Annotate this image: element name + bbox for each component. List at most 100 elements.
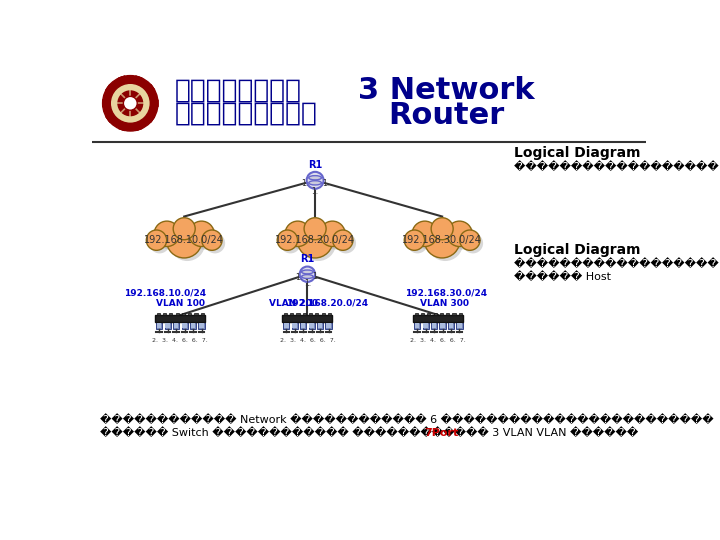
Text: Logical Diagram: Logical Diagram xyxy=(514,242,640,256)
FancyBboxPatch shape xyxy=(439,322,446,329)
Polygon shape xyxy=(119,122,127,131)
Text: 1.: 1. xyxy=(301,179,308,188)
Text: ������������������ L3: ������������������ L3 xyxy=(514,161,720,172)
Text: 1.: 1. xyxy=(322,179,329,188)
FancyBboxPatch shape xyxy=(182,313,185,315)
Text: 1.: 1. xyxy=(312,187,319,195)
FancyBboxPatch shape xyxy=(292,322,298,329)
FancyBboxPatch shape xyxy=(326,323,331,328)
FancyBboxPatch shape xyxy=(166,323,170,328)
Text: ������������������ L2: ������������������ L2 xyxy=(514,258,720,269)
Polygon shape xyxy=(106,84,116,93)
Circle shape xyxy=(450,224,475,249)
Circle shape xyxy=(146,230,166,251)
FancyBboxPatch shape xyxy=(318,323,323,328)
FancyBboxPatch shape xyxy=(322,313,325,315)
Polygon shape xyxy=(103,100,110,106)
FancyBboxPatch shape xyxy=(190,322,196,329)
FancyBboxPatch shape xyxy=(309,322,315,329)
Circle shape xyxy=(424,222,460,258)
FancyBboxPatch shape xyxy=(328,313,331,315)
FancyBboxPatch shape xyxy=(414,322,420,329)
FancyBboxPatch shape xyxy=(174,323,179,328)
Text: 3 Network: 3 Network xyxy=(358,76,534,105)
Circle shape xyxy=(169,226,205,261)
Circle shape xyxy=(189,221,215,247)
FancyBboxPatch shape xyxy=(156,322,162,329)
FancyBboxPatch shape xyxy=(199,322,204,329)
FancyBboxPatch shape xyxy=(317,322,323,329)
Circle shape xyxy=(102,76,158,131)
Text: 192.168.20.0/24: 192.168.20.0/24 xyxy=(286,299,368,308)
FancyBboxPatch shape xyxy=(165,322,171,329)
Circle shape xyxy=(304,218,326,240)
Circle shape xyxy=(307,172,323,189)
FancyBboxPatch shape xyxy=(446,313,449,315)
Circle shape xyxy=(300,267,315,282)
Polygon shape xyxy=(145,84,155,93)
FancyBboxPatch shape xyxy=(156,315,205,322)
Circle shape xyxy=(285,221,310,247)
FancyBboxPatch shape xyxy=(431,322,437,329)
FancyBboxPatch shape xyxy=(181,322,188,329)
Text: Logical Diagram: Logical Diagram xyxy=(514,146,640,160)
Circle shape xyxy=(431,218,453,240)
FancyBboxPatch shape xyxy=(421,313,424,315)
Circle shape xyxy=(415,224,441,249)
Circle shape xyxy=(320,221,345,247)
FancyBboxPatch shape xyxy=(413,315,464,322)
Circle shape xyxy=(110,83,150,123)
Text: 2.  3.  4.  6.  6.  7.: 2. 3. 4. 6. 6. 7. xyxy=(279,338,336,343)
Polygon shape xyxy=(119,76,127,85)
FancyBboxPatch shape xyxy=(423,322,428,329)
Polygon shape xyxy=(119,122,127,131)
Polygon shape xyxy=(150,100,158,106)
FancyBboxPatch shape xyxy=(325,322,332,329)
Ellipse shape xyxy=(309,176,321,180)
Text: ������ Host: ������ Host xyxy=(514,271,611,282)
FancyBboxPatch shape xyxy=(440,313,443,315)
Text: 1.: 1. xyxy=(304,279,311,288)
Circle shape xyxy=(459,230,480,251)
Circle shape xyxy=(277,230,297,251)
FancyBboxPatch shape xyxy=(448,322,454,329)
Ellipse shape xyxy=(309,181,321,185)
Circle shape xyxy=(333,230,353,251)
Text: 2.  3.  4.  6.  6.  7.: 2. 3. 4. 6. 6. 7. xyxy=(410,338,466,343)
Polygon shape xyxy=(150,100,158,106)
Circle shape xyxy=(176,221,198,243)
FancyBboxPatch shape xyxy=(415,323,420,328)
Text: เชอมตอผาน: เชอมตอผาน xyxy=(175,100,318,126)
Circle shape xyxy=(192,224,217,249)
Text: Router: Router xyxy=(388,101,504,130)
Circle shape xyxy=(336,233,356,253)
Ellipse shape xyxy=(302,270,313,274)
Text: R1: R1 xyxy=(300,254,315,264)
FancyBboxPatch shape xyxy=(459,313,462,315)
Text: 1.: 1. xyxy=(312,273,320,281)
FancyBboxPatch shape xyxy=(176,313,179,315)
FancyBboxPatch shape xyxy=(310,323,314,328)
FancyBboxPatch shape xyxy=(292,323,297,328)
Text: VLAN 100: VLAN 100 xyxy=(156,299,205,308)
Text: VLAN 300: VLAN 300 xyxy=(420,299,469,308)
FancyBboxPatch shape xyxy=(284,323,289,328)
Polygon shape xyxy=(134,76,142,85)
Text: ������������ Network ������������ 6 ������������������������: ������������ Network ������������ 6 ����… xyxy=(99,414,713,424)
FancyBboxPatch shape xyxy=(432,323,436,328)
FancyBboxPatch shape xyxy=(194,313,197,315)
FancyBboxPatch shape xyxy=(456,322,462,329)
FancyBboxPatch shape xyxy=(188,313,192,315)
Circle shape xyxy=(204,233,225,253)
FancyBboxPatch shape xyxy=(169,313,173,315)
Circle shape xyxy=(447,221,472,247)
FancyBboxPatch shape xyxy=(182,323,187,328)
Text: 192.168.30.0/24: 192.168.30.0/24 xyxy=(405,289,487,298)
Text: 7Port: 7Port xyxy=(425,428,459,438)
FancyBboxPatch shape xyxy=(191,323,195,328)
Circle shape xyxy=(428,226,463,261)
Text: 192.168.10.0/24: 192.168.10.0/24 xyxy=(144,234,224,245)
Circle shape xyxy=(202,230,222,251)
FancyBboxPatch shape xyxy=(297,313,300,315)
Circle shape xyxy=(323,224,348,249)
